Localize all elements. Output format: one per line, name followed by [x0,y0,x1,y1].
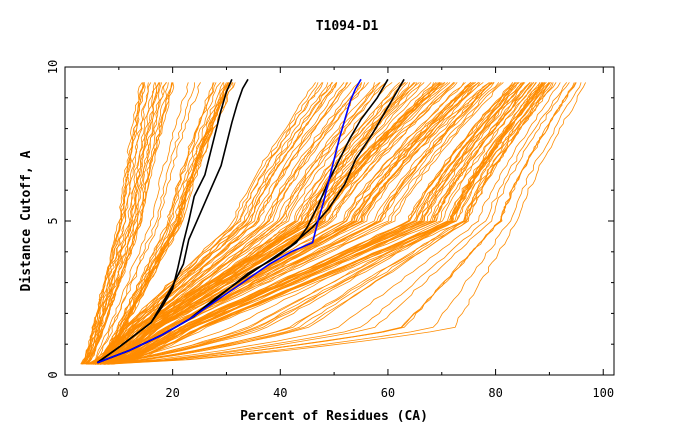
background-series-line [104,82,525,365]
background-series-line [90,82,201,365]
background-series-line [82,82,143,365]
background-series-line [84,82,169,365]
background-series-line [95,82,546,365]
background-series-line [96,82,484,365]
background-series-line [105,82,526,365]
y-axis-label: Distance Cutoff, A [19,150,34,291]
background-series-line [99,82,408,365]
x-tick-label: 20 [165,386,179,400]
background-series-line [81,82,144,365]
background-series-line [88,82,332,365]
background-series-line [89,82,323,365]
background-series-line [88,82,334,365]
background-series-line [96,82,550,365]
background-series-line [100,82,568,365]
x-tick-label: 60 [381,386,395,400]
background-series-line [108,82,531,365]
y-tick-label: 5 [46,217,60,224]
background-series-line [100,82,504,365]
background-series-line [104,82,582,365]
background-series-line [96,82,225,365]
x-tick-label: 100 [592,386,614,400]
chart-title: T1094-D1 [316,19,379,34]
background-series-line [84,82,160,365]
background-series-line [95,82,553,365]
background-series-line [92,82,352,365]
x-axis-label: Percent of Residues (CA) [240,409,428,424]
background-series-line [98,82,403,365]
background-series-line [87,82,319,365]
background-series-line [82,82,157,365]
background-series-line [88,82,195,365]
background-series-line [98,82,490,365]
background-series-line [92,82,541,365]
background-series-line [91,82,466,365]
background-series-line [104,82,514,365]
background-series-line [108,82,586,365]
background-series-line [92,82,345,365]
background-series-line [93,82,473,365]
background-series-line [104,82,575,365]
highlight-series-black [96,78,249,364]
background-series-line [108,82,537,365]
background-series-line [93,82,543,365]
background-series-line [97,82,230,365]
y-tick-label: 10 [46,60,60,74]
background-series-line [89,82,458,365]
background-series-line [98,82,554,365]
background-series-line [94,82,477,365]
background-series-line [89,82,338,365]
background-series-line [103,82,520,365]
x-tick-label: 0 [61,386,68,400]
highlight-series-blue [97,78,362,364]
background-series-line [97,82,551,365]
background-series-line [92,82,217,365]
background-series-line [106,82,533,365]
background-series-line [87,82,324,365]
x-tick-label: 40 [273,386,287,400]
background-series-line [84,82,152,365]
x-axis-ticks: 0 20 40 60 80 100 [61,67,614,400]
background-series-line [96,82,229,365]
background-series-line [98,82,406,365]
background-series-line [94,82,479,365]
x-tick-label: 80 [488,386,502,400]
background-series-line [94,82,215,365]
background-series-line [100,82,570,365]
background-series-line [100,82,495,365]
background-series-line [98,82,494,365]
background-series-line [107,82,531,365]
background-series-line [86,82,441,365]
highlight-series-group [96,78,405,364]
background-series-line [86,82,175,365]
background-series-line [95,82,479,365]
background-series-line [91,82,349,365]
plot-area [80,78,586,365]
background-series-line [89,82,189,365]
background-series-line [91,82,537,365]
background-series-line [80,82,146,365]
y-tick-label: 0 [46,371,60,378]
background-series-line [97,82,561,365]
background-series-group [80,82,586,365]
background-series-line [104,82,577,365]
y-axis-ticks: 0 5 10 [46,60,614,379]
